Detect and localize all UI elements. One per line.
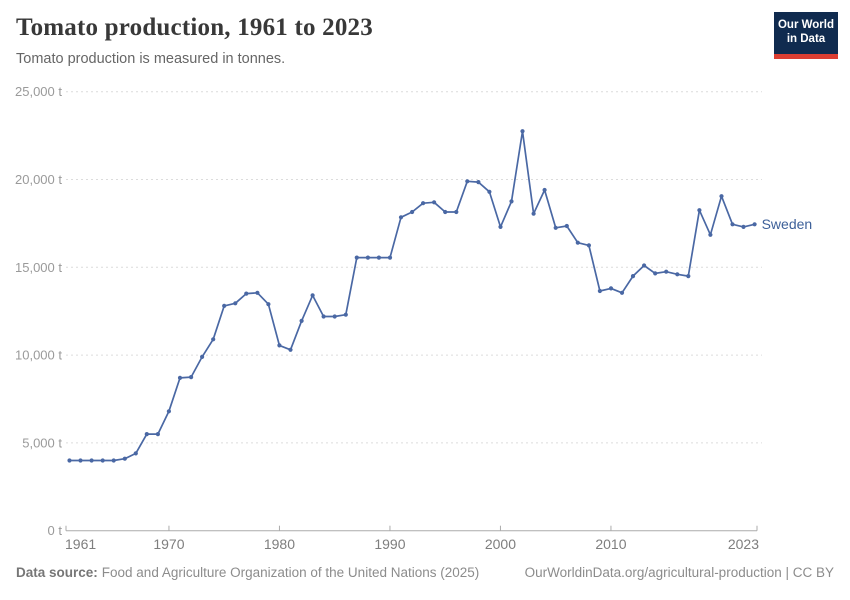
owid-logo-line1: Our World bbox=[777, 19, 834, 32]
data-point bbox=[531, 211, 536, 216]
data-point bbox=[719, 194, 724, 199]
data-point bbox=[89, 458, 94, 463]
data-point bbox=[354, 255, 359, 260]
data-point bbox=[310, 293, 315, 298]
x-axis-tick-label: 1970 bbox=[153, 536, 184, 552]
data-point bbox=[177, 375, 183, 380]
data-point bbox=[398, 215, 404, 220]
x-axis-tick-label: 1961 bbox=[65, 536, 96, 552]
y-axis-tick-label: 25,000 t bbox=[15, 84, 62, 99]
data-point bbox=[133, 451, 138, 456]
data-point bbox=[575, 240, 580, 245]
owid-logo-line2: in Data bbox=[786, 33, 826, 45]
chart-subtitle: Tomato production is measured in tonnes. bbox=[16, 51, 286, 67]
data-point bbox=[211, 337, 216, 342]
y-axis-tick-label: 20,000 t bbox=[15, 172, 62, 187]
data-point bbox=[343, 312, 348, 317]
series-line-sweden bbox=[68, 130, 756, 462]
data-point bbox=[410, 209, 415, 215]
x-axis-tick-label: 1990 bbox=[374, 536, 405, 552]
data-point bbox=[597, 288, 603, 294]
chart-title: Tomato production, 1961 to 2023 bbox=[16, 14, 373, 41]
data-point bbox=[78, 458, 83, 463]
x-axis-tick-label: 2000 bbox=[485, 536, 516, 552]
data-point bbox=[476, 180, 481, 185]
data-point bbox=[653, 271, 658, 276]
data-point bbox=[443, 209, 448, 215]
data-point bbox=[619, 290, 625, 295]
data-source: Data source: Food and Agriculture Organiz… bbox=[16, 565, 479, 580]
y-axis-tick-label: 15,000 t bbox=[15, 260, 62, 275]
data-point bbox=[376, 255, 381, 260]
data-point bbox=[277, 343, 282, 348]
data-point bbox=[67, 458, 72, 463]
data-point bbox=[741, 224, 746, 229]
x-axis-tick-label: 2010 bbox=[595, 536, 626, 552]
data-point bbox=[686, 274, 691, 279]
owid-logo[interactable]: Our World in Data bbox=[774, 12, 838, 59]
x-axis-tick-label: 1980 bbox=[264, 536, 295, 552]
data-source-label: Data source: bbox=[16, 565, 98, 580]
data-point bbox=[222, 303, 227, 308]
chart-footer: Data source: Food and Agriculture Organiz… bbox=[16, 565, 834, 580]
data-point bbox=[255, 290, 260, 295]
y-axis-tick-label: 0 t bbox=[48, 523, 63, 538]
data-point bbox=[299, 318, 304, 323]
data-point bbox=[200, 354, 205, 359]
license-link[interactable]: OurWorldinData.org/agricultural-producti… bbox=[524, 565, 834, 580]
data-point bbox=[432, 200, 437, 205]
data-point bbox=[487, 189, 492, 194]
data-point bbox=[387, 255, 393, 260]
data-point bbox=[122, 456, 127, 461]
data-source-text: Food and Agriculture Organization of the… bbox=[101, 565, 480, 580]
data-point bbox=[111, 458, 116, 463]
data-point bbox=[421, 201, 426, 206]
data-point bbox=[697, 208, 702, 213]
data-point bbox=[288, 347, 293, 352]
data-point bbox=[266, 302, 271, 307]
data-point bbox=[586, 243, 592, 248]
data-point bbox=[244, 291, 249, 296]
y-axis-tick-label: 5,000 t bbox=[22, 435, 62, 450]
data-point bbox=[454, 209, 459, 215]
data-point bbox=[155, 432, 160, 437]
data-point bbox=[166, 409, 171, 414]
data-point bbox=[642, 263, 647, 268]
data-point bbox=[465, 179, 470, 184]
data-point bbox=[498, 224, 503, 229]
data-point bbox=[100, 458, 105, 463]
data-point bbox=[752, 222, 757, 227]
data-point bbox=[675, 272, 680, 277]
data-point bbox=[189, 375, 194, 380]
data-point bbox=[233, 301, 238, 306]
y-axis-tick-label: 10,000 t bbox=[15, 348, 62, 363]
data-point bbox=[553, 225, 558, 230]
data-point bbox=[664, 269, 669, 274]
data-point bbox=[365, 255, 370, 260]
series-end-label[interactable]: Sweden bbox=[762, 216, 813, 232]
x-axis-tick-label: 2023 bbox=[728, 536, 759, 552]
data-point bbox=[730, 222, 735, 227]
data-point bbox=[509, 199, 514, 204]
data-point bbox=[564, 223, 569, 229]
data-point bbox=[708, 232, 713, 237]
data-point bbox=[542, 187, 547, 193]
data-point bbox=[520, 129, 525, 134]
data-point bbox=[144, 432, 149, 437]
data-point bbox=[321, 314, 326, 319]
data-point bbox=[630, 274, 636, 279]
data-point bbox=[608, 286, 614, 291]
data-point bbox=[332, 314, 337, 319]
